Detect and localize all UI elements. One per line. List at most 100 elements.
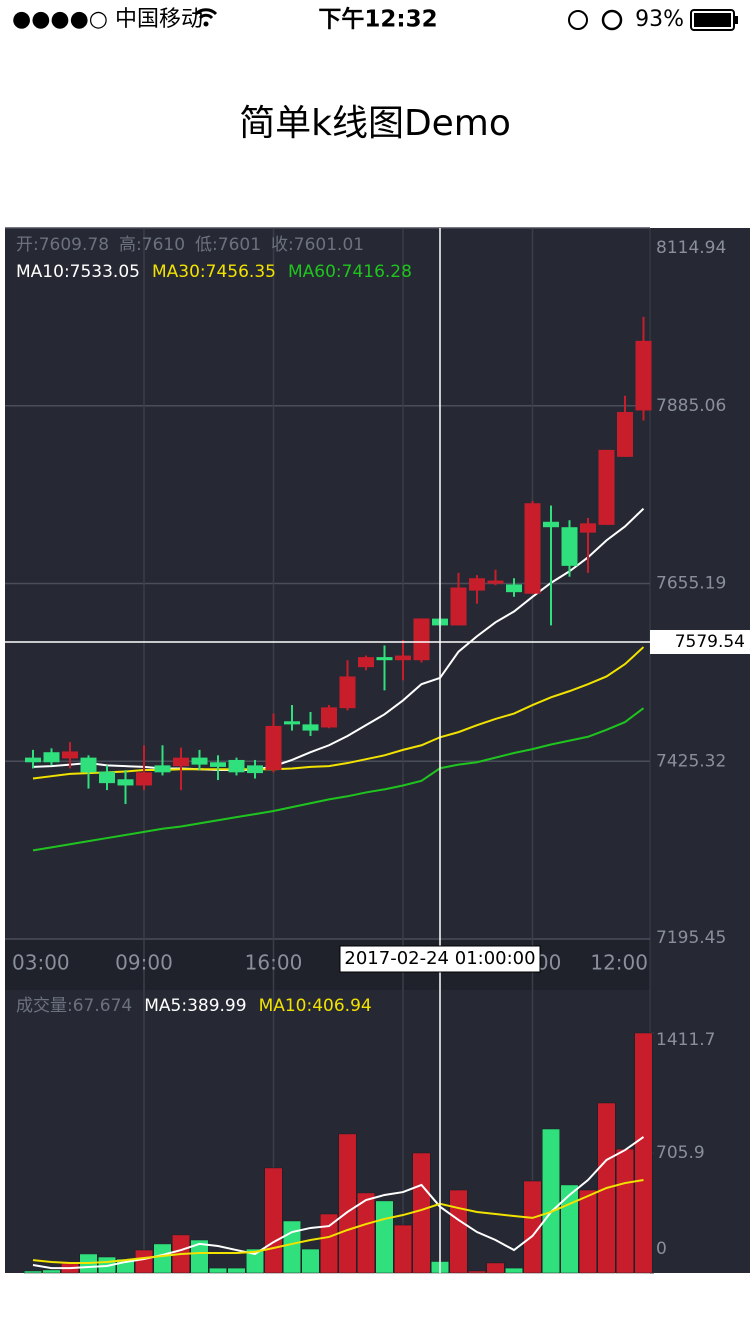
volume-bar [246, 1248, 264, 1274]
volume-readout: 成交量:67.674 MA5:389.99 MA10:406.94 [16, 996, 372, 1016]
readout-part: 7416.28 [342, 262, 412, 282]
volume-bar [468, 1270, 486, 1274]
readout-part: 成交量 [16, 996, 67, 1016]
ma-line [32, 646, 645, 780]
candle-body [284, 721, 300, 725]
battery-tip [735, 16, 738, 24]
price-readout: 开:7609.78 高:7610 低:7601 收:7601.01 [16, 235, 364, 255]
candle-body [173, 757, 189, 767]
volume-bar [412, 1152, 431, 1274]
readout-part: : [200, 262, 206, 282]
candle-body [580, 523, 596, 533]
y-tick-label: 7425.32 [656, 751, 726, 771]
wifi-icon [194, 8, 218, 20]
candle-body [265, 725, 282, 771]
lock-icon [568, 10, 588, 30]
volume-bar [209, 1267, 227, 1274]
volume-bar [634, 1032, 653, 1274]
ma-readout: MA10:7533.05 MA30:7456.35 MA60:7416.28 [16, 262, 412, 282]
y-tick-label: 0 [656, 1239, 667, 1259]
candle-body [25, 757, 41, 763]
candle-body [598, 449, 615, 525]
readout-part: 7610 [142, 235, 185, 255]
battery-fill [694, 13, 731, 27]
volume-ma-line [32, 1179, 644, 1264]
x-tick-label: 12:00 [590, 951, 648, 975]
candle-body [506, 584, 522, 593]
candle-body [469, 578, 485, 591]
readout-part: : [288, 235, 294, 255]
volume-bar [579, 1189, 597, 1274]
volume-bar [24, 1270, 42, 1274]
carrier: ●●●●○ 中国移动 [12, 7, 203, 32]
candle-body [561, 527, 578, 566]
battery-frame [690, 9, 735, 31]
candle-body [302, 724, 319, 731]
volume-bar [338, 1133, 357, 1274]
y-tick-label: 7655.19 [656, 574, 726, 594]
candle-body [617, 411, 633, 457]
y-tick-label: 1411.7 [656, 1030, 715, 1050]
volume-bar [375, 1200, 394, 1274]
page-title: 简单k线图Demo [239, 103, 511, 144]
readout-part: MA5 [144, 996, 181, 1016]
candle-body [43, 752, 60, 763]
volume-bar [190, 1239, 209, 1274]
candle-body [376, 657, 393, 661]
readout-part: : [336, 262, 342, 282]
candle-body [62, 751, 78, 759]
volume-bar [542, 1128, 560, 1274]
volume-bar [153, 1243, 172, 1274]
candle-body [450, 587, 467, 626]
readout-part: 高 [119, 235, 136, 255]
volume-bar [505, 1267, 523, 1274]
ma-line [32, 507, 645, 772]
volume-bar [264, 1167, 283, 1274]
wifi-dot [203, 21, 209, 27]
candle-body [395, 655, 411, 661]
volume-ma-line [32, 1136, 645, 1270]
candle-body [524, 503, 541, 594]
y-tick-label: 8114.94 [656, 238, 726, 258]
readout-part: : [307, 996, 313, 1016]
readout-part: : [33, 235, 39, 255]
candle-body [191, 757, 208, 765]
x-tick-label: 16:00 [245, 951, 303, 975]
candle-body [99, 771, 115, 784]
ma-line [32, 707, 645, 852]
readout-part: MA60 [288, 262, 336, 282]
candle-body [154, 765, 171, 773]
readout-part: 收 [271, 235, 288, 255]
crosshair-time-box [339, 945, 541, 973]
readout-part: 7456.35 [206, 262, 276, 282]
candle-body [80, 757, 97, 773]
readout-part: 406.94 [312, 996, 371, 1016]
readout-part: : [64, 262, 70, 282]
candle-body [210, 762, 226, 767]
readout-part: 低 [195, 235, 212, 255]
volume-bar [486, 1262, 505, 1274]
volume-bar [394, 1224, 412, 1274]
candle-body [117, 779, 134, 786]
candle-body [413, 618, 430, 661]
readout-part: 7533.05 [70, 262, 140, 282]
volume-bar [320, 1213, 338, 1274]
crosshair-value: 7579.54 [675, 632, 745, 652]
candle-body [228, 759, 245, 773]
x-tick-label: 03:00 [12, 951, 70, 975]
y-tick-label: 7885.06 [656, 396, 726, 416]
battery-level: 93% [635, 7, 684, 32]
crosshair-time: 2017-02-24 01:00:00 [344, 948, 535, 969]
readout-part: 7601.01 [294, 235, 364, 255]
candle-body [321, 707, 337, 728]
readout-part: MA30 [152, 262, 200, 282]
volume-bar [283, 1220, 301, 1274]
candle-body [247, 765, 263, 774]
candle-body [543, 521, 559, 528]
readout-part: 7601 [218, 235, 261, 255]
readout-part: 389.99 [187, 996, 246, 1016]
volume-bar [135, 1249, 153, 1274]
volume-bar [560, 1184, 579, 1274]
volume-bar [357, 1192, 375, 1274]
